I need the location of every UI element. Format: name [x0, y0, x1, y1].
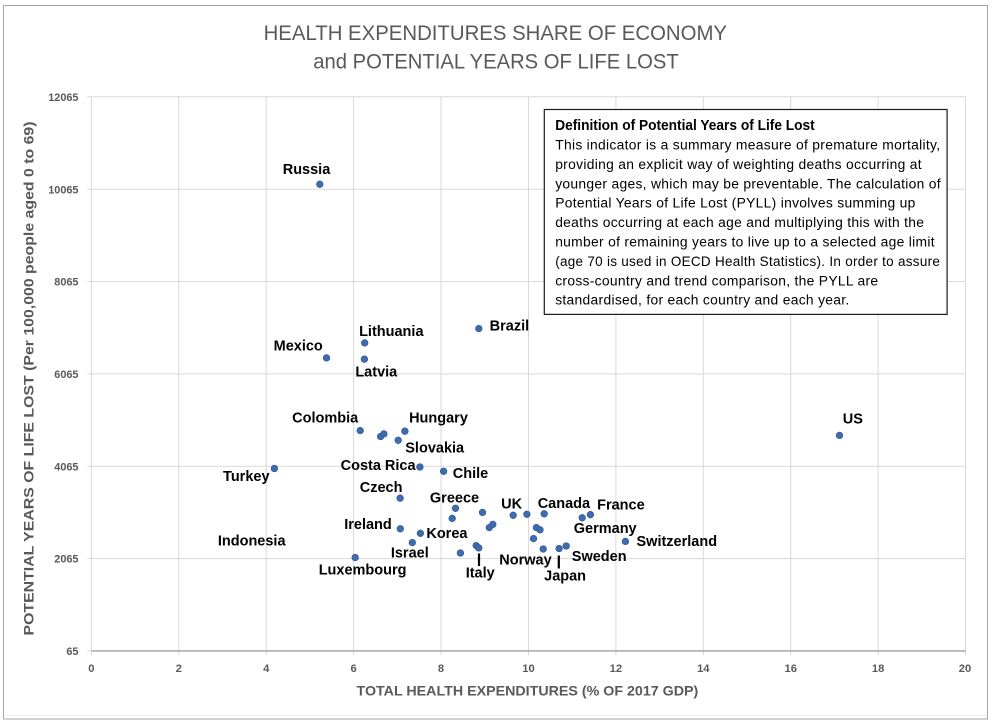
svg-text:Slovakia: Slovakia: [405, 440, 465, 456]
svg-text:20: 20: [959, 663, 971, 675]
svg-text:HEALTH EXPENDITURES SHARE OF E: HEALTH EXPENDITURES SHARE OF ECONOMY: [264, 21, 727, 45]
svg-text:Russia: Russia: [283, 162, 331, 178]
svg-text:Japan: Japan: [544, 568, 586, 584]
svg-text:12065: 12065: [48, 92, 78, 104]
svg-text:standardised, for each country: standardised, for each country and each …: [555, 292, 849, 308]
svg-text:Potential Years of Life Lost (: Potential Years of Life Lost (PYLL) invo…: [555, 195, 915, 211]
svg-text:Latvia: Latvia: [355, 364, 398, 380]
svg-text:Switzerland: Switzerland: [637, 534, 718, 550]
svg-text:Canada: Canada: [538, 496, 591, 512]
svg-text:Ireland: Ireland: [344, 517, 392, 533]
svg-text:Mexico: Mexico: [274, 338, 323, 354]
svg-text:4: 4: [263, 663, 270, 675]
svg-text:Sweden: Sweden: [572, 549, 627, 565]
svg-text:Brazil: Brazil: [490, 319, 530, 335]
svg-text:Greece: Greece: [430, 491, 479, 507]
svg-text:Lithuania: Lithuania: [359, 324, 424, 340]
svg-text:POTENTIAL YEARS OF LIFE LOST (: POTENTIAL YEARS OF LIFE LOST (Per 100,00…: [21, 122, 37, 636]
svg-text:providing an explicit way of w: providing an explicit way of weighting d…: [555, 156, 922, 172]
svg-text:2: 2: [176, 663, 182, 675]
svg-text:Italy: Italy: [466, 566, 495, 582]
svg-text:UK: UK: [501, 497, 522, 513]
svg-text:Norway: Norway: [499, 553, 551, 569]
svg-text:10: 10: [522, 663, 534, 675]
svg-text:number of remaining years to l: number of remaining years to live up to …: [555, 234, 935, 250]
svg-text:France: France: [597, 498, 645, 514]
svg-text:0: 0: [88, 663, 94, 675]
svg-text:Luxembourg: Luxembourg: [319, 562, 407, 578]
svg-text:deaths occurring at each age a: deaths occurring at each age and multipl…: [555, 214, 924, 230]
svg-text:Definition of Potential Years: Definition of Potential Years of Life Lo…: [555, 118, 815, 134]
svg-text:Korea: Korea: [426, 526, 468, 542]
svg-text:10065: 10065: [48, 184, 78, 196]
svg-text:Chile: Chile: [453, 466, 488, 482]
svg-text:12: 12: [610, 663, 622, 675]
svg-text:Czech: Czech: [360, 480, 403, 496]
svg-text:18: 18: [872, 663, 884, 675]
svg-text:Indonesia: Indonesia: [218, 533, 287, 549]
svg-text:TOTAL HEALTH EXPENDITURES (% O: TOTAL HEALTH EXPENDITURES (% OF 2017 GDP…: [357, 683, 699, 699]
svg-text:Colombia: Colombia: [292, 410, 359, 426]
svg-text:4065: 4065: [54, 461, 78, 473]
svg-text:Costa Rica: Costa Rica: [341, 458, 417, 474]
svg-text:6: 6: [350, 663, 356, 675]
svg-text:14: 14: [697, 663, 710, 675]
svg-text:US: US: [843, 412, 863, 428]
svg-text:(age 70 is used in OECD Health: (age 70 is used in OECD Health Statistic…: [555, 253, 940, 269]
svg-text:cross-country and trend compar: cross-country and trend comparison, the …: [555, 272, 878, 288]
svg-text:Germany: Germany: [574, 521, 637, 537]
svg-text:16: 16: [784, 663, 796, 675]
svg-text:2065: 2065: [54, 554, 78, 566]
svg-text:Hungary: Hungary: [409, 410, 468, 426]
svg-text:Israel: Israel: [391, 545, 429, 561]
svg-text:8065: 8065: [54, 277, 78, 289]
svg-text:65: 65: [66, 646, 78, 658]
svg-text:8: 8: [438, 663, 444, 675]
svg-text:and POTENTIAL YEARS OF LIFE LO: and POTENTIAL YEARS OF LIFE LOST: [313, 50, 678, 74]
svg-text:younger ages, which may be pre: younger ages, which may be preventable. …: [555, 175, 941, 191]
svg-text:This indicator is a summary me: This indicator is a summary measure of p…: [555, 137, 940, 153]
svg-text:6065: 6065: [54, 369, 78, 381]
svg-text:Turkey: Turkey: [223, 469, 269, 485]
